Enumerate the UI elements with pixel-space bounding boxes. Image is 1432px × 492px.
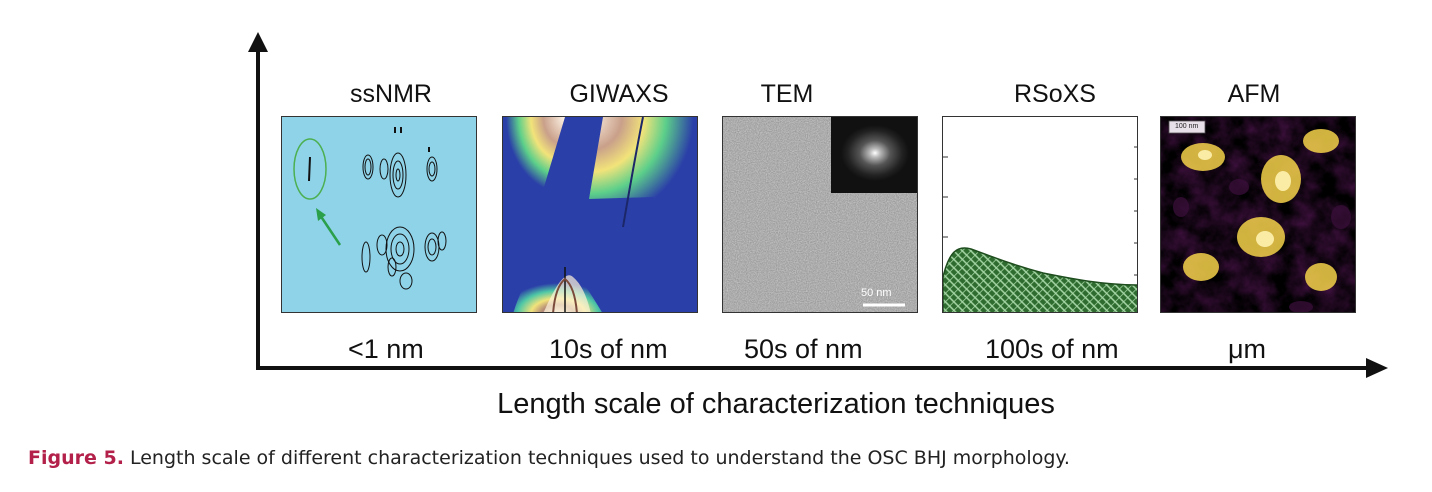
title-tem: TEM — [760, 80, 814, 108]
title-ssnmr: ssNMR — [350, 80, 432, 108]
figure-caption: Figure 5. Length scale of different char… — [28, 447, 1070, 469]
tem-panel: 50 nm — [722, 116, 918, 313]
ssnmr-spectrum — [282, 117, 476, 312]
axis-title: Length scale of characterization techniq… — [497, 388, 1055, 420]
tem-scalebar-label: 50 nm — [861, 287, 892, 299]
title-giwaxs: GIWAXS — [569, 80, 669, 108]
tem-micrograph — [723, 117, 917, 312]
title-afm: AFM — [1227, 80, 1281, 108]
figure-caption-text: Length scale of different characterizati… — [129, 447, 1070, 469]
afm-panel: 100 nm — [1160, 116, 1356, 313]
scale-ssnmr: <1 nm — [348, 334, 424, 364]
giwaxs-panel — [502, 116, 698, 313]
rsoxs-profile — [943, 117, 1137, 312]
rsoxs-panel — [942, 116, 1138, 313]
ssnmr-panel — [281, 116, 477, 313]
scale-giwaxs: 10s of nm — [549, 334, 668, 364]
figure-label: Figure 5. — [28, 447, 124, 469]
title-rsoxs: RSoXS — [1014, 80, 1096, 108]
giwaxs-pattern — [503, 117, 697, 312]
x-axis-arrow — [1366, 358, 1388, 378]
afm-height-map — [1161, 117, 1355, 312]
y-axis-arrow — [248, 32, 268, 52]
scale-afm: μm — [1228, 334, 1267, 364]
scale-tem: 50s of nm — [744, 334, 863, 364]
afm-scalebar-label: 100 nm — [1175, 123, 1199, 130]
scale-rsoxs: 100s of nm — [985, 334, 1119, 364]
